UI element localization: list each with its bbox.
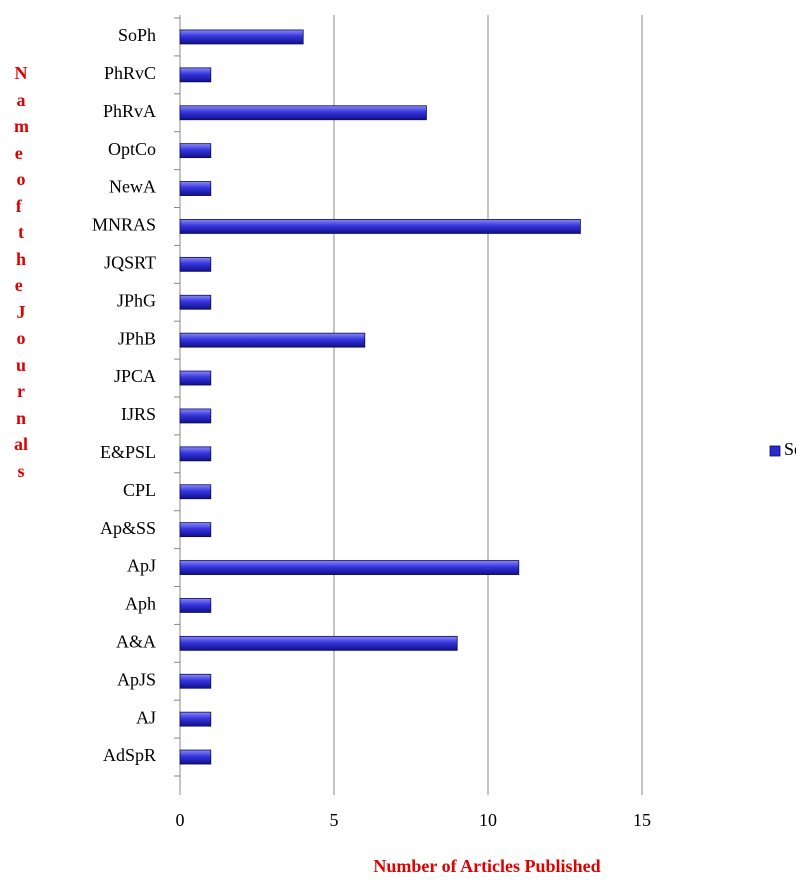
y-tick-label: Aph [125, 594, 156, 614]
bar [179, 749, 212, 765]
bar [179, 143, 212, 159]
y-tick-label: JPhG [117, 290, 156, 310]
x-tick-label: 5 [330, 810, 339, 830]
bar [179, 408, 212, 424]
y-tick-label: MNRAS [92, 215, 156, 235]
x-axis-title: Number of Articles Published [373, 856, 600, 876]
y-tick-label: ApJS [117, 669, 156, 689]
y-tick-label: CPL [123, 480, 156, 500]
bar [179, 484, 212, 500]
y-tick-label: JPCA [114, 366, 156, 386]
y-tick-label: JQSRT [104, 252, 156, 272]
bar [179, 29, 304, 45]
y-tick-label: ApJ [127, 556, 156, 576]
x-tick-label: 10 [479, 810, 497, 830]
bar [179, 256, 212, 272]
x-tick-label: 15 [633, 810, 651, 830]
legend-label: Series1 [784, 439, 796, 459]
y-tick-label: SoPh [118, 25, 156, 45]
bar [179, 522, 212, 538]
y-tick-label: Ap&SS [100, 518, 156, 538]
bar [179, 560, 520, 575]
bar [179, 181, 212, 196]
legend-swatch [769, 445, 781, 457]
y-tick-label: AJ [136, 707, 156, 727]
bar [179, 294, 212, 310]
bar [179, 673, 212, 689]
bar [179, 446, 212, 462]
bar [179, 598, 212, 613]
y-tick-label: JPhB [118, 328, 156, 348]
y-tick-label: PhRvA [103, 101, 156, 121]
y-tick-label: NewA [109, 177, 156, 197]
bar [179, 711, 212, 727]
bar [179, 105, 427, 121]
bar [179, 332, 366, 348]
y-axis-title: Name of the Journals [14, 63, 29, 481]
bar [179, 370, 212, 386]
bar [179, 635, 458, 651]
y-tick-label: OptCo [108, 139, 156, 159]
y-tick-label: E&PSL [100, 442, 156, 462]
y-tick-label: IJRS [121, 404, 156, 424]
y-tick-label: AdSpR [103, 745, 156, 765]
bar [179, 67, 212, 83]
y-tick-label: PhRvC [104, 63, 156, 83]
bar [179, 219, 581, 234]
y-tick-label: A&A [116, 631, 156, 651]
x-tick-label: 0 [176, 810, 185, 830]
